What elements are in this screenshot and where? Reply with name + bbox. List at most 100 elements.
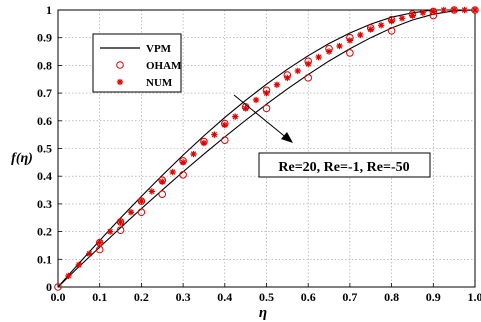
data-point-star xyxy=(284,74,291,82)
annotation-box xyxy=(258,152,431,178)
data-point-circle xyxy=(137,197,146,205)
x-tick-label: 0.8 xyxy=(384,290,399,304)
data-point-circle xyxy=(116,218,125,226)
y-tick-label: 0 xyxy=(46,280,52,294)
data-point-star xyxy=(221,121,228,129)
data-point-star xyxy=(169,168,176,176)
data-point-circle xyxy=(116,226,125,235)
data-point-star xyxy=(211,131,218,138)
data-point-star xyxy=(346,37,354,44)
x-tick-label: 0.5 xyxy=(259,290,274,304)
annotation-label: Re=20, Re=-1, Re=-50 xyxy=(278,160,409,175)
data-point-star xyxy=(388,17,395,25)
data-point-circle xyxy=(95,245,104,254)
y-tick-label: 0.5 xyxy=(37,142,52,156)
data-point-circle xyxy=(429,7,438,16)
series-num-4 xyxy=(65,6,479,280)
data-point-star xyxy=(398,15,406,22)
data-point-star xyxy=(117,218,124,226)
legend-label: OHAM xyxy=(146,60,182,72)
data-point-star xyxy=(440,6,447,14)
annotation: Re=20, Re=-1, Re=-50 xyxy=(233,94,431,178)
series-vpm-1 xyxy=(57,9,476,288)
y-tick-label: 0.1 xyxy=(37,252,52,266)
data-point-star xyxy=(159,178,166,185)
series-line xyxy=(57,9,476,288)
data-point-star xyxy=(65,272,72,280)
data-point-circle xyxy=(346,49,354,57)
legend-box xyxy=(92,33,182,93)
data-point-circle xyxy=(221,136,229,144)
data-point-star xyxy=(377,22,385,29)
y-tick-label: 1 xyxy=(46,3,52,17)
data-point-star xyxy=(138,197,145,205)
data-point-star xyxy=(273,81,281,88)
data-point-circle xyxy=(450,6,458,14)
legend-star-swatch xyxy=(116,78,124,86)
x-axis-label: η xyxy=(259,305,267,321)
tick-labels: 0.0 0.1 0.2 0.3 0.4 0.5 0.6 0.7 0.8 0.9 1.0 0 0.1 0.2… xyxy=(37,3,481,304)
x-tick-label: 0.6 xyxy=(301,290,316,304)
y-tick-label: 0.4 xyxy=(37,169,52,183)
legend-label: VPM xyxy=(146,43,172,55)
data-point-star xyxy=(252,96,260,104)
y-tick-label: 0.3 xyxy=(37,197,52,211)
data-point-circle xyxy=(304,74,313,82)
data-point-circle xyxy=(387,26,396,35)
legend-circle-swatch xyxy=(116,61,124,69)
data-point-star xyxy=(461,6,468,14)
x-tick-label: 0.1 xyxy=(92,290,107,304)
data-point-star xyxy=(419,9,427,16)
data-point-circle xyxy=(262,104,271,113)
plot-area-frame xyxy=(57,9,476,288)
legend-label: NUM xyxy=(146,77,173,89)
x-tick-label: 1.0 xyxy=(468,290,481,304)
x-tick-label: 0.7 xyxy=(342,290,357,304)
data-point-star xyxy=(106,228,114,235)
data-point-star xyxy=(200,139,208,147)
data-point-star xyxy=(450,6,458,14)
annotation-arrowhead xyxy=(281,132,293,143)
data-point-star xyxy=(409,12,416,19)
data-point-star xyxy=(357,31,364,39)
data-point-star xyxy=(294,67,301,75)
data-point-star xyxy=(336,42,343,50)
data-point-star xyxy=(86,250,93,257)
y-tick-label: 0.2 xyxy=(37,225,52,239)
y-axis-label: f(η) xyxy=(11,151,33,166)
data-point-star xyxy=(367,26,374,33)
legend: VPM OHAM NUM xyxy=(92,33,182,93)
data-point-star xyxy=(430,8,437,15)
x-tick-label: 0.4 xyxy=(217,290,232,304)
data-point-star xyxy=(305,60,312,68)
data-point-circle xyxy=(158,190,167,199)
data-point-circle xyxy=(179,171,187,179)
data-point-circle xyxy=(54,283,62,291)
data-point-star xyxy=(96,239,103,246)
data-point-circle xyxy=(137,208,146,217)
series-vpm-0 xyxy=(57,9,475,288)
x-tick-label: 0.3 xyxy=(176,290,191,304)
data-point-star xyxy=(232,113,239,120)
data-point-star xyxy=(148,188,156,195)
data-point-circle xyxy=(471,6,479,14)
series-line xyxy=(57,9,475,288)
data-point-star xyxy=(242,105,249,112)
series-oham-3 xyxy=(95,11,438,254)
data-point-star xyxy=(127,209,135,216)
data-point-star xyxy=(315,53,322,61)
data-point-star xyxy=(471,6,479,14)
data-point-star xyxy=(263,89,270,97)
data-point-star xyxy=(179,159,187,166)
x-tick-label: 0.0 xyxy=(51,290,66,304)
annotation-arrow-line xyxy=(233,94,289,140)
y-tick-label: 0.7 xyxy=(37,86,52,100)
data-point-star xyxy=(325,48,333,55)
y-tick-label: 0.6 xyxy=(37,114,52,128)
x-tick-label: 0.9 xyxy=(426,290,441,304)
data-point-star xyxy=(75,261,83,269)
series-group xyxy=(54,6,479,291)
y-tick-label: 0.8 xyxy=(37,58,52,72)
y-tick-label: 0.9 xyxy=(37,31,52,45)
